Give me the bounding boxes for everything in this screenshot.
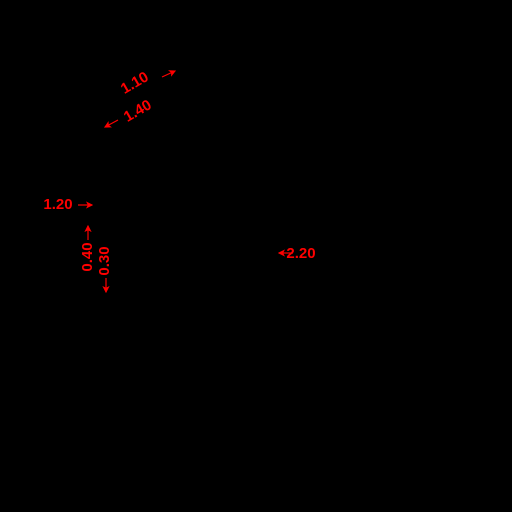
- dimension-diagram: 1.101.40 1.20 0.400.30 2.20: [0, 0, 512, 512]
- dim-1-20-label: 1.20: [43, 196, 72, 213]
- dim-1-10-label: 1.10: [118, 68, 152, 97]
- dim-1-10-arrow: [162, 71, 175, 77]
- dim-0-40-label: 0.40: [79, 242, 96, 271]
- dim-0-30-label: 0.30: [96, 246, 113, 275]
- dim-1-40-label: 1.40: [121, 96, 155, 125]
- dim-2-20-label: 2.20: [286, 245, 315, 262]
- dim-1-40-arrow: [105, 120, 118, 127]
